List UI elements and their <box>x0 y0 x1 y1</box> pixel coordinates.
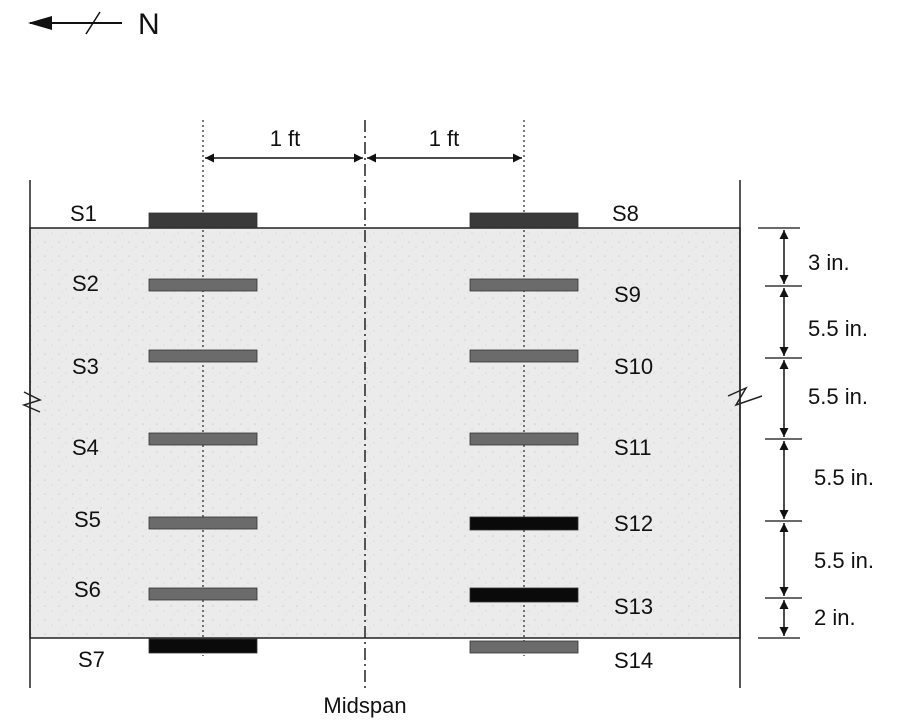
spacing-dimension-left: 1 ft <box>205 126 363 163</box>
gauge-label-s3: S3 <box>72 354 99 379</box>
gauge-label-s6: S6 <box>74 577 101 602</box>
dim-label-2: 5.5 in. <box>808 316 868 341</box>
gauge-label-s8: S8 <box>612 201 639 226</box>
gauge-label-s2: S2 <box>72 271 99 296</box>
north-label: N <box>138 8 160 41</box>
gauge-bar-s5 <box>148 516 258 530</box>
gauge-label-s7: S7 <box>78 647 105 672</box>
north-arrow-head <box>28 16 52 30</box>
spacing-label-left: 1 ft <box>270 126 301 151</box>
midspan-label: Midspan <box>323 693 406 718</box>
gauge-label-s1: S1 <box>70 201 97 226</box>
depth-dimension-chain: 3 in. 5.5 in. 5.5 in. 5.5 in. 5.5 in. 2 … <box>758 227 874 639</box>
gauge-label-s12: S12 <box>614 511 653 536</box>
gauge-bar-s2 <box>148 278 258 292</box>
spacing-label-right: 1 ft <box>429 126 460 151</box>
gauge-bar-s8 <box>469 212 579 228</box>
gauge-bar-s6 <box>148 587 258 601</box>
gauge-bar-s10 <box>469 349 579 363</box>
dim-label-3: 5.5 in. <box>808 384 868 409</box>
gauge-label-s11: S11 <box>614 435 652 460</box>
gauge-label-s10: S10 <box>614 354 653 379</box>
gauge-label-s14: S14 <box>614 648 653 673</box>
gauge-bar-s11 <box>469 432 579 446</box>
gauge-label-s5: S5 <box>74 507 101 532</box>
gauge-bar-s4 <box>148 432 258 446</box>
gauge-bar-s3 <box>148 349 258 363</box>
strain-gauges: S1 S2 S3 S4 S5 S6 S7 S8 S9 S10 S11 S12 S… <box>70 201 653 673</box>
dim-label-5: 5.5 in. <box>814 548 874 573</box>
gauge-bar-s9 <box>469 278 579 292</box>
north-arrow-tick <box>85 11 101 35</box>
gauge-label-s13: S13 <box>614 594 653 619</box>
north-arrow: N <box>28 8 160 41</box>
dim-label-6: 2 in. <box>814 605 856 630</box>
gauge-label-s4: S4 <box>72 435 99 460</box>
gauge-bar-s7 <box>148 638 258 654</box>
gauge-bar-s14 <box>469 640 579 654</box>
dim-label-1: 3 in. <box>808 250 850 275</box>
right-break-symbol <box>727 386 763 407</box>
gauge-bar-s13 <box>469 587 579 603</box>
gauge-bar-s12 <box>469 516 579 531</box>
left-break-symbol <box>21 391 42 413</box>
gauge-bar-s1 <box>148 212 258 228</box>
dim-label-4: 5.5 in. <box>814 465 874 490</box>
spacing-dimension-right: 1 ft <box>367 126 522 163</box>
gauge-label-s9: S9 <box>614 282 641 307</box>
